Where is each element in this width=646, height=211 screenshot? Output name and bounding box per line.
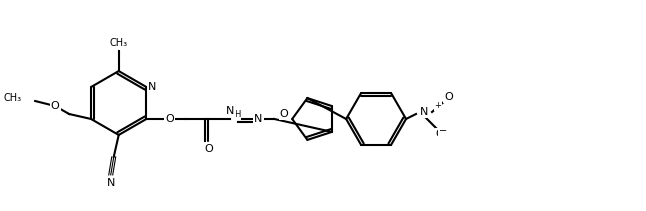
Text: CH₃: CH₃ [3, 93, 21, 103]
Text: CH₃: CH₃ [110, 38, 128, 48]
Text: O: O [204, 144, 213, 154]
Text: N: N [420, 107, 428, 117]
Text: −: − [439, 126, 447, 136]
Text: O: O [280, 109, 289, 119]
Text: N: N [148, 82, 156, 92]
Text: O: O [444, 92, 453, 102]
Text: +: + [435, 101, 441, 111]
Text: N: N [226, 106, 234, 116]
Text: O: O [165, 114, 174, 124]
Text: N: N [254, 114, 262, 124]
Text: N: N [107, 178, 115, 188]
Text: O: O [435, 129, 444, 139]
Text: O: O [51, 101, 59, 111]
Text: H: H [234, 111, 240, 119]
